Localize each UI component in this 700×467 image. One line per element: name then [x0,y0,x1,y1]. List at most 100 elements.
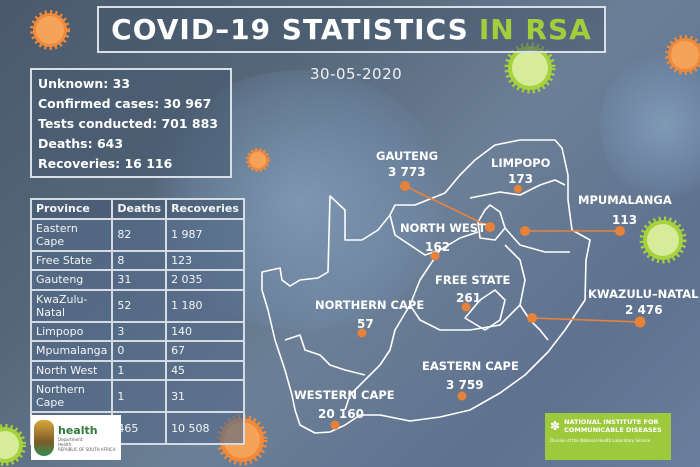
marker-north-west [430,251,440,261]
border-lesotho [464,289,506,331]
south-africa-map [261,139,591,434]
marker-gauteng-location [485,222,495,232]
green-virus-icon [639,216,687,264]
cell-province: KwaZulu-Natal [29,288,114,323]
virus-background-illustration [600,50,700,200]
cell-recoveries: 67 [165,340,245,362]
title-main: COVID–19 STATISTICS [111,13,469,46]
label-gauteng: GAUTENG [376,149,439,163]
health-logo-sub3: REPUBLIC OF SOUTH AFRICA [58,446,116,452]
title-highlight: IN RSA [478,13,592,46]
border-limpopo [469,179,566,199]
health-department-logo: health Department: Health REPUBLIC OF SO… [31,415,121,460]
marker-northern-cape [357,328,367,338]
label-eastern-cape: EASTERN CAPE [422,359,519,373]
connector-lines [404,185,641,323]
cell-province: North West [29,359,114,381]
border-north-west [389,214,479,256]
cell-deaths: 52 [111,288,168,323]
cell-province: Eastern Cape [29,217,114,252]
value-gauteng: 3 773 [388,165,426,179]
border-mpumalanga [504,227,570,253]
value-eastern-cape: 3 759 [446,378,484,392]
cell-province: Free State [29,249,114,271]
label-limpopo: LIMPOPO [491,156,551,170]
marker-kzn [527,313,537,323]
cell-recoveries: 123 [165,249,245,271]
nicd-logo: ✽ NATIONAL INSTITUTE FOR COMMUNICABLE DI… [545,413,671,460]
country-outline [261,139,591,434]
marker-mpumalanga-label [615,226,625,236]
cell-recoveries: 1 180 [165,288,245,323]
cell-recoveries: 2 035 [165,269,245,291]
cell-deaths: 3 [111,320,168,342]
marker-western-cape [330,420,340,430]
nicd-line1: NATIONAL INSTITUTE FOR [564,418,659,426]
table-row: KwaZulu-Natal 52 1 180 [29,288,245,323]
cell-recoveries: 140 [165,320,245,342]
cell-deaths: 1 [111,359,168,381]
green-virus-icon [504,42,556,94]
table-row: Mpumalanga 0 67 [29,340,245,362]
deaths-count: Deaths: 643 [38,136,124,151]
table-row: Free State 8 123 [29,249,245,271]
header-deaths: Deaths [111,198,168,220]
report-date: 30-05-2020 [310,65,403,83]
cell-province: Gauteng [29,269,114,291]
cell-deaths: 0 [111,340,168,362]
marker-limpopo [514,185,522,193]
value-free-state: 261 [456,291,482,305]
green-virus-icon [0,424,26,466]
header-recoveries: Recoveries [165,198,245,220]
orange-virus-icon [246,148,270,172]
value-mpumalanga: 113 [612,213,638,227]
value-western-cape: 20 160 [318,407,364,421]
table-row: Northern Cape 1 31 [29,379,245,413]
marker-mpumalanga [520,226,530,236]
summary-box: Unknown: 33 Confirmed cases: 30 967 Test… [30,68,232,178]
cell-recoveries: 31 [165,379,245,413]
cell-province: Mpumalanga [29,340,114,362]
cell-recoveries: 45 [165,359,245,381]
cell-deaths: 1 [111,379,168,413]
border-eastern-cape [344,304,411,411]
value-kwazulu-natal: 2 476 [625,303,663,317]
orange-virus-icon [665,35,700,75]
label-mpumalanga: MPUMALANGA [578,193,672,207]
confirmed-cases: Confirmed cases: 30 967 [38,96,212,111]
header-province: Province [29,198,114,220]
table-header-row: Province Deaths Recoveries [29,198,245,220]
border-kzn [519,304,549,341]
province-table: Province Deaths Recoveries Eastern Cape 8… [29,198,245,445]
cell-province: Northern Cape [29,379,114,413]
cell-recoveries: 1 987 [165,217,245,252]
label-kwazulu-natal: KWAZULU–NATAL [588,287,699,301]
table-row: North West 1 45 [29,359,245,381]
marker-eastern-cape [457,391,467,401]
table-row: Eastern Cape 82 1 987 [29,217,245,252]
border-western-cape [284,334,366,376]
cell-deaths: 82 [111,217,168,252]
nicd-line2: COMMUNICABLE DISEASES [564,426,662,434]
border-gauteng [477,204,506,241]
cell-province: Limpopo [29,320,114,342]
table-row: Limpopo 3 140 [29,320,245,342]
label-northern-cape: NORTHERN CAPE [315,298,425,312]
orange-virus-icon [30,10,70,50]
value-north-west: 162 [425,240,451,254]
africa-map-icon: ✽ [550,419,561,433]
value-limpopo: 173 [508,172,534,186]
marker-kzn-label [634,316,646,328]
border-free-state [409,244,526,331]
cell-recoveries: 10 508 [165,411,245,445]
marker-gauteng [400,181,410,191]
tests-conducted: Tests conducted: 701 883 [38,116,218,131]
health-logo-sub1: Department: [58,436,84,442]
cell-deaths: 8 [111,249,168,271]
label-western-cape: WESTERN CAPE [294,388,395,402]
unknown-count: Unknown: 33 [38,76,131,91]
recoveries-count: Recoveries: 16 116 [38,156,173,171]
table-row: Gauteng 31 2 035 [29,269,245,291]
coat-of-arms-icon [34,419,54,456]
